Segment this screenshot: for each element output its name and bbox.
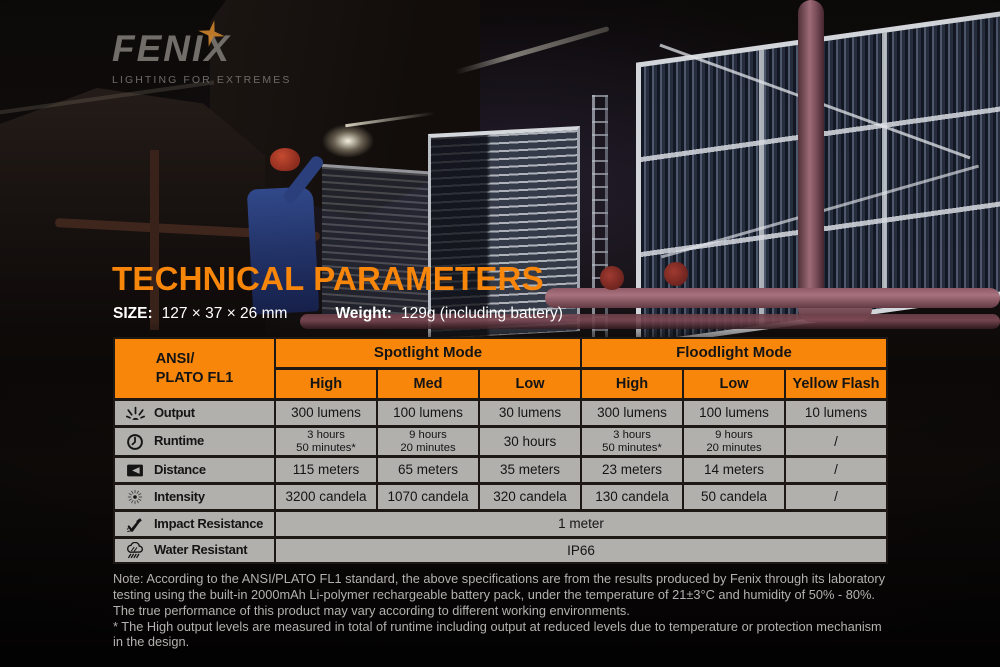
value-cell: / xyxy=(786,428,886,455)
bg-worker-helmet xyxy=(270,148,300,171)
size-value: 127 × 37 × 26 mm xyxy=(161,305,288,322)
intensity-icon xyxy=(124,488,146,506)
row-label-text: Intensity xyxy=(154,488,205,504)
row-label-output: Output xyxy=(115,401,274,425)
value-cell: 50 candela xyxy=(684,485,784,509)
bg-rust-pipe-vertical xyxy=(150,150,159,330)
value-cell: 1070 candela xyxy=(378,485,478,509)
bg-valve-wheel xyxy=(600,266,624,290)
value-cell: 3200 candela xyxy=(276,485,376,509)
weight-spec: Weight: 129g (including battery) xyxy=(335,305,563,323)
value-cell-span: 1 meter xyxy=(276,512,886,536)
row-label-intensity: Intensity xyxy=(115,485,274,509)
row-label-water-resistant: Water Resistant xyxy=(115,539,274,562)
value-cell: / xyxy=(786,458,886,482)
value-cell: 100 lumens xyxy=(378,401,478,425)
weight-value: 129g (including battery) xyxy=(400,305,563,322)
water-icon xyxy=(124,541,146,560)
value-cell: 115 meters xyxy=(276,458,376,482)
value-cell: 14 meters xyxy=(684,458,784,482)
row-label-distance: Distance xyxy=(115,458,274,482)
value-cell: 23 meters xyxy=(582,458,682,482)
output-icon xyxy=(124,405,146,422)
table-col-spotlight-high: High xyxy=(276,370,376,398)
value-cell: 65 meters xyxy=(378,458,478,482)
value-cell: 3 hours 50 minutes* xyxy=(276,428,376,455)
value-cell: 300 lumens xyxy=(582,401,682,425)
dimensions-line: SIZE: 127 × 37 × 26 mm Weight: 129g (inc… xyxy=(113,305,563,323)
table-col-floodlight-high: High xyxy=(582,370,682,398)
value-cell: / xyxy=(786,485,886,509)
logo-tagline: LIGHTING FOR EXTREMES xyxy=(112,74,292,86)
fenix-logo: FENIX LIGHTING FOR EXTREMES xyxy=(112,20,292,86)
size-label: SIZE: xyxy=(113,305,153,322)
spec-table: ANSI/ PLATO FL1 Spotlight Mode Floodligh… xyxy=(113,337,888,564)
value-cell-span: IP66 xyxy=(276,539,886,562)
value-cell: 3 hours 50 minutes* xyxy=(582,428,682,455)
table-col-floodlight-low: Low xyxy=(684,370,784,398)
bg-pink-pipe-horizontal xyxy=(545,288,1000,308)
row-label-text: Output xyxy=(154,404,195,420)
row-label-text: Runtime xyxy=(154,433,204,449)
distance-icon xyxy=(124,463,146,478)
table-col-spotlight-low: Low xyxy=(480,370,580,398)
value-cell: 9 hours 20 minutes xyxy=(378,428,478,455)
row-label-text: Water Resistant xyxy=(154,542,248,558)
note-paragraph: Note: According to the ANSI/PLATO FL1 st… xyxy=(113,571,886,618)
impact-icon xyxy=(124,516,146,533)
size-spec: SIZE: 127 × 37 × 26 mm xyxy=(113,305,287,323)
table-group-spotlight: Spotlight Mode xyxy=(276,339,580,367)
value-cell: 10 lumens xyxy=(786,401,886,425)
note-footnote: * The High output levels are measured in… xyxy=(113,618,882,650)
row-label-impact-resistance: Impact Resistance xyxy=(115,512,274,536)
row-label-runtime: Runtime xyxy=(115,428,274,455)
table-corner-cell: ANSI/ PLATO FL1 xyxy=(115,339,274,398)
page-title: TECHNICAL PARAMETERS xyxy=(112,260,544,297)
bg-flashlight-glow xyxy=(322,124,374,158)
table-col-yellow-flash: Yellow Flash xyxy=(786,370,886,398)
weight-label: Weight: xyxy=(335,305,392,322)
row-label-text: Impact Resistance xyxy=(154,515,264,531)
value-cell: 320 candela xyxy=(480,485,580,509)
table-col-spotlight-med: Med xyxy=(378,370,478,398)
logo-star-icon xyxy=(198,20,225,47)
bg-pink-pipe-vertical xyxy=(798,0,824,318)
bg-cooling-tower-left xyxy=(0,88,265,348)
value-cell: 130 candela xyxy=(582,485,682,509)
value-cell: 100 lumens xyxy=(684,401,784,425)
runtime-icon xyxy=(124,433,146,451)
footnote-block: Note: According to the ANSI/PLATO FL1 st… xyxy=(113,571,895,650)
value-cell: 9 hours 20 minutes xyxy=(684,428,784,455)
value-cell: 35 meters xyxy=(480,458,580,482)
row-label-text: Distance xyxy=(154,461,206,477)
value-cell: 30 lumens xyxy=(480,401,580,425)
table-group-floodlight: Floodlight Mode xyxy=(582,339,886,367)
value-cell: 300 lumens xyxy=(276,401,376,425)
value-cell: 30 hours xyxy=(480,428,580,455)
bg-valve-wheel xyxy=(664,262,688,286)
